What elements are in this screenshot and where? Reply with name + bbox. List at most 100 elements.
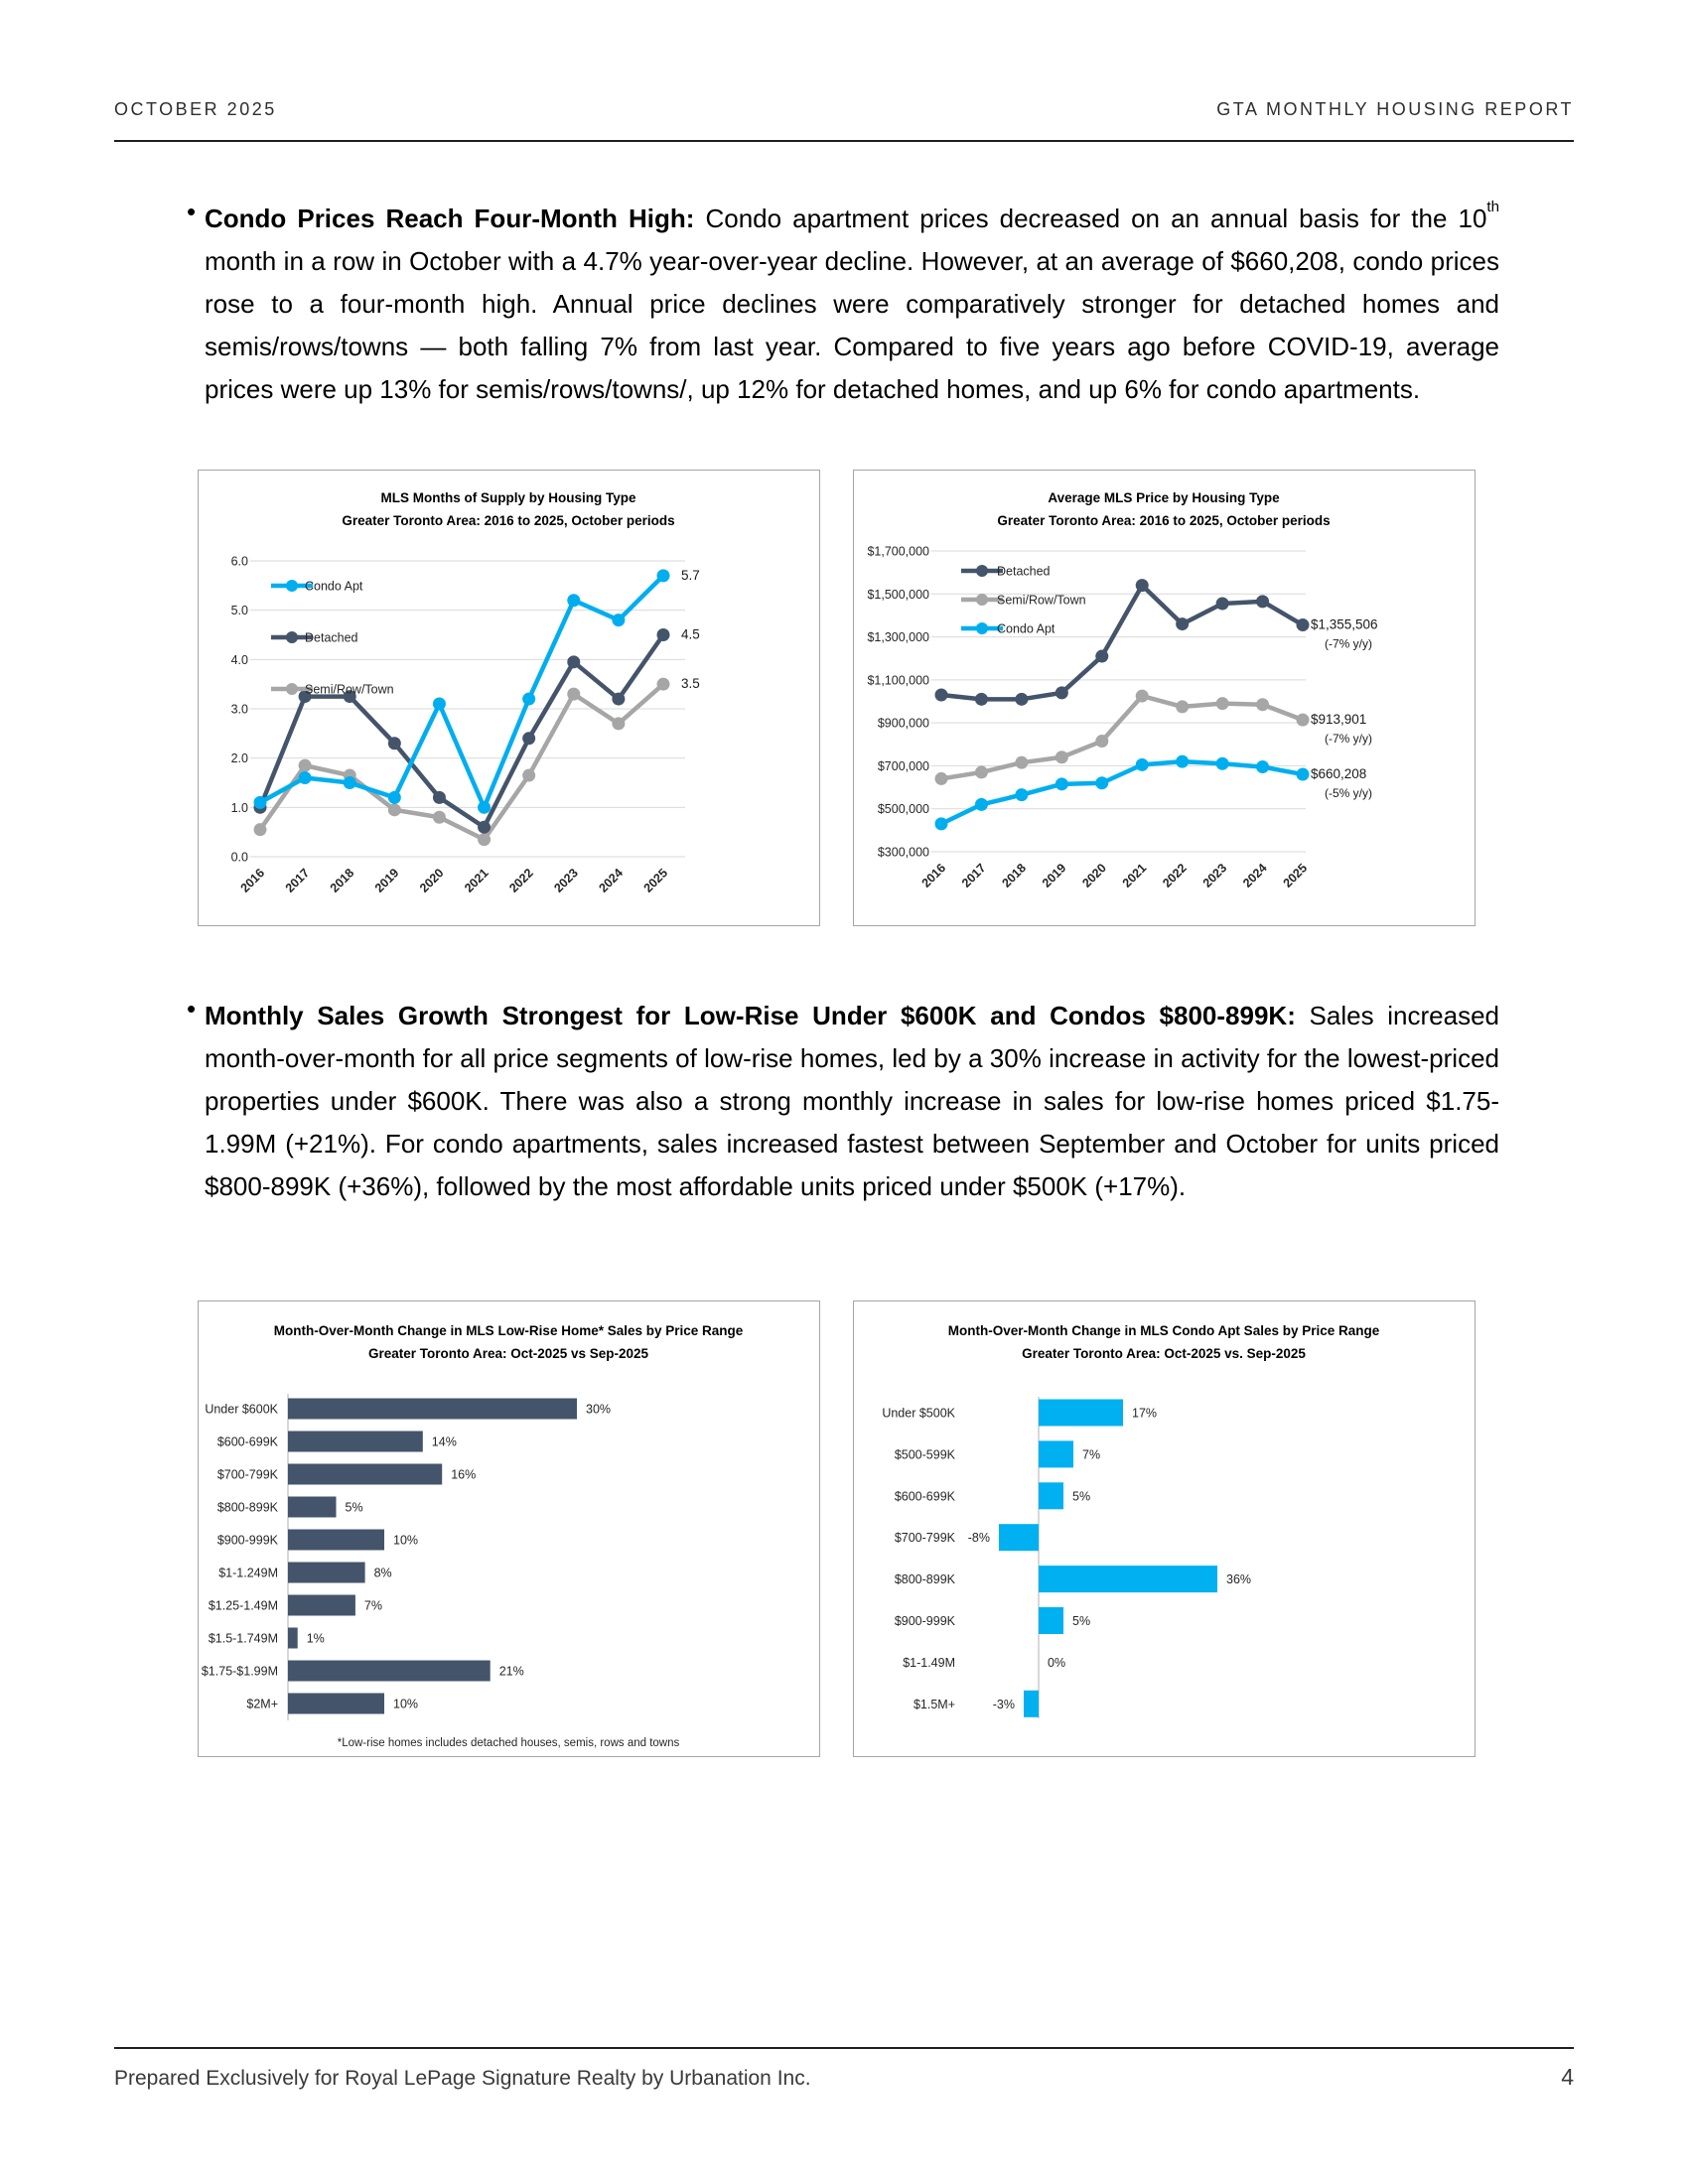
svg-text:$1,300,000: $1,300,000 xyxy=(867,630,929,644)
svg-text:21%: 21% xyxy=(499,1665,524,1679)
svg-text:2.0: 2.0 xyxy=(231,751,248,765)
svg-text:$300,000: $300,000 xyxy=(878,846,929,860)
footer-text: Prepared Exclusively for Royal LePage Si… xyxy=(114,2067,811,2090)
svg-text:$1,100,000: $1,100,000 xyxy=(867,673,929,687)
svg-text:$500,000: $500,000 xyxy=(878,802,929,816)
svg-text:2024: 2024 xyxy=(1240,861,1270,890)
months-of-supply-chart: MLS Months of Supply by Housing Type Grea… xyxy=(231,490,700,895)
svg-text:$700,000: $700,000 xyxy=(878,759,929,773)
svg-text:$800-899K: $800-899K xyxy=(895,1572,956,1586)
svg-text:4.5: 4.5 xyxy=(681,627,700,642)
svg-text:Semi/Row/Town: Semi/Row/Town xyxy=(305,683,394,697)
svg-text:$913,901: $913,901 xyxy=(1311,712,1366,727)
svg-text:2021: 2021 xyxy=(462,866,492,895)
svg-text:$1,355,506: $1,355,506 xyxy=(1311,617,1378,632)
svg-text:Detached: Detached xyxy=(997,565,1051,579)
bullet-sales-growth: • Monthly Sales Growth Strongest for Low… xyxy=(187,994,1499,1208)
svg-text:(-7% y/y): (-7% y/y) xyxy=(1325,732,1372,746)
svg-text:4.0: 4.0 xyxy=(231,653,248,667)
svg-text:2019: 2019 xyxy=(372,866,402,895)
svg-text:10%: 10% xyxy=(393,1534,418,1548)
svg-text:Under $500K: Under $500K xyxy=(882,1407,955,1421)
header-left-text: OCTOBER 2025 xyxy=(114,99,277,119)
footer-rule xyxy=(114,2047,1574,2049)
header-right-text: GTA MONTHLY HOUSING REPORT xyxy=(1216,99,1574,119)
svg-text:*Low-rise homes includes detac: *Low-rise homes includes detached houses… xyxy=(338,1737,680,1749)
svg-text:3.0: 3.0 xyxy=(231,703,248,717)
svg-text:2025: 2025 xyxy=(641,866,671,895)
svg-text:2020: 2020 xyxy=(417,866,447,895)
svg-text:Greater Toronto Area: Oct-2025: Greater Toronto Area: Oct-2025 vs Sep-20… xyxy=(368,1346,649,1361)
svg-text:$900-999K: $900-999K xyxy=(217,1534,279,1548)
svg-text:5.7: 5.7 xyxy=(681,568,700,583)
condo-sales-change-chart-box: Month-Over-Month Change in MLS Condo Apt… xyxy=(853,1300,1476,1757)
svg-text:$900,000: $900,000 xyxy=(878,717,929,731)
svg-text:6.0: 6.0 xyxy=(231,555,248,569)
lowrise-sales-change-chart-box: Month-Over-Month Change in MLS Low-Rise … xyxy=(198,1300,820,1757)
svg-text:$500-599K: $500-599K xyxy=(895,1447,956,1461)
svg-text:2016: 2016 xyxy=(919,861,949,890)
svg-text:5%: 5% xyxy=(1072,1614,1090,1628)
svg-text:2017: 2017 xyxy=(959,861,989,890)
svg-text:$1-1.249M: $1-1.249M xyxy=(218,1567,278,1580)
svg-text:$1.25-1.49M: $1.25-1.49M xyxy=(209,1599,278,1613)
svg-text:1.0: 1.0 xyxy=(231,801,248,815)
condo-sales-change-chart: Month-Over-Month Change in MLS Condo Apt… xyxy=(882,1323,1380,1718)
svg-text:-8%: -8% xyxy=(968,1531,990,1545)
svg-text:$1.75-$1.99M: $1.75-$1.99M xyxy=(202,1665,278,1679)
months-of-supply-chart-box: MLS Months of Supply by Housing Type Grea… xyxy=(198,470,820,926)
bullet-condo-prices-body-post: month in a row in October with a 4.7% ye… xyxy=(205,246,1499,404)
svg-text:Month-Over-Month Change in MLS: Month-Over-Month Change in MLS Low-Rise … xyxy=(274,1323,744,1338)
svg-text:7%: 7% xyxy=(1082,1447,1100,1461)
svg-text:(-7% y/y): (-7% y/y) xyxy=(1325,637,1372,651)
average-price-chart-box: Average MLS Price by Housing Type Greater… xyxy=(853,470,1476,926)
lowrise-sales-change-chart: Month-Over-Month Change in MLS Low-Rise … xyxy=(202,1323,744,1749)
svg-text:0%: 0% xyxy=(1048,1656,1065,1670)
svg-text:0.0: 0.0 xyxy=(231,851,248,865)
svg-text:$900-999K: $900-999K xyxy=(895,1614,956,1628)
svg-text:$2M+: $2M+ xyxy=(246,1698,278,1711)
svg-text:-3%: -3% xyxy=(993,1698,1015,1711)
ordinal-superscript: th xyxy=(1486,198,1499,215)
svg-text:$700-799K: $700-799K xyxy=(895,1531,956,1545)
page-number: 4 xyxy=(1561,2064,1574,2090)
bullet-marker: • xyxy=(187,994,197,1024)
svg-text:$1.5-1.749M: $1.5-1.749M xyxy=(209,1632,278,1646)
svg-text:8%: 8% xyxy=(374,1567,392,1580)
svg-text:30%: 30% xyxy=(586,1403,611,1417)
header-rule xyxy=(114,140,1574,142)
svg-text:2021: 2021 xyxy=(1120,861,1150,890)
svg-text:$660,208: $660,208 xyxy=(1311,766,1366,781)
svg-text:36%: 36% xyxy=(1226,1572,1251,1586)
svg-text:$600-699K: $600-699K xyxy=(895,1489,956,1503)
svg-text:2018: 2018 xyxy=(328,866,357,895)
svg-text:16%: 16% xyxy=(451,1468,476,1482)
svg-text:$600-699K: $600-699K xyxy=(217,1435,279,1449)
svg-text:5%: 5% xyxy=(346,1501,363,1515)
svg-text:Semi/Row/Town: Semi/Row/Town xyxy=(997,594,1086,608)
svg-text:2023: 2023 xyxy=(551,866,581,895)
svg-text:2023: 2023 xyxy=(1200,861,1230,890)
bullet-condo-prices-body-pre: Condo apartment prices decreased on an a… xyxy=(694,204,1487,233)
svg-text:2025: 2025 xyxy=(1281,861,1311,890)
svg-text:10%: 10% xyxy=(393,1698,418,1711)
svg-text:Under $600K: Under $600K xyxy=(205,1403,278,1417)
svg-text:3.5: 3.5 xyxy=(681,676,700,691)
bullet-sales-growth-body: Sales increased month-over-month for all… xyxy=(205,1001,1499,1201)
svg-text:2022: 2022 xyxy=(1160,861,1190,890)
svg-text:$1.5M+: $1.5M+ xyxy=(914,1698,955,1711)
svg-text:Average MLS Price by Housing T: Average MLS Price by Housing Type xyxy=(1048,490,1280,505)
svg-text:2020: 2020 xyxy=(1079,861,1109,890)
svg-text:5%: 5% xyxy=(1072,1489,1090,1503)
svg-text:2022: 2022 xyxy=(506,866,536,895)
svg-text:MLS Months of Supply by Housin: MLS Months of Supply by Housing Type xyxy=(381,490,636,505)
svg-text:Greater Toronto Area: 2016 to: Greater Toronto Area: 2016 to 2025, Octo… xyxy=(997,513,1330,528)
svg-text:$1-1.49M: $1-1.49M xyxy=(903,1656,955,1670)
svg-text:Condo Apt: Condo Apt xyxy=(997,622,1055,636)
svg-text:$700-799K: $700-799K xyxy=(217,1468,279,1482)
svg-text:17%: 17% xyxy=(1132,1407,1157,1421)
svg-text:1%: 1% xyxy=(307,1632,325,1646)
bullet-condo-prices-lead: Condo Prices Reach Four-Month High: xyxy=(205,204,695,233)
svg-text:Greater Toronto Area: 2016 to: Greater Toronto Area: 2016 to 2025, Octo… xyxy=(342,513,674,528)
svg-text:Month-Over-Month Change in MLS: Month-Over-Month Change in MLS Condo Apt… xyxy=(948,1323,1380,1338)
